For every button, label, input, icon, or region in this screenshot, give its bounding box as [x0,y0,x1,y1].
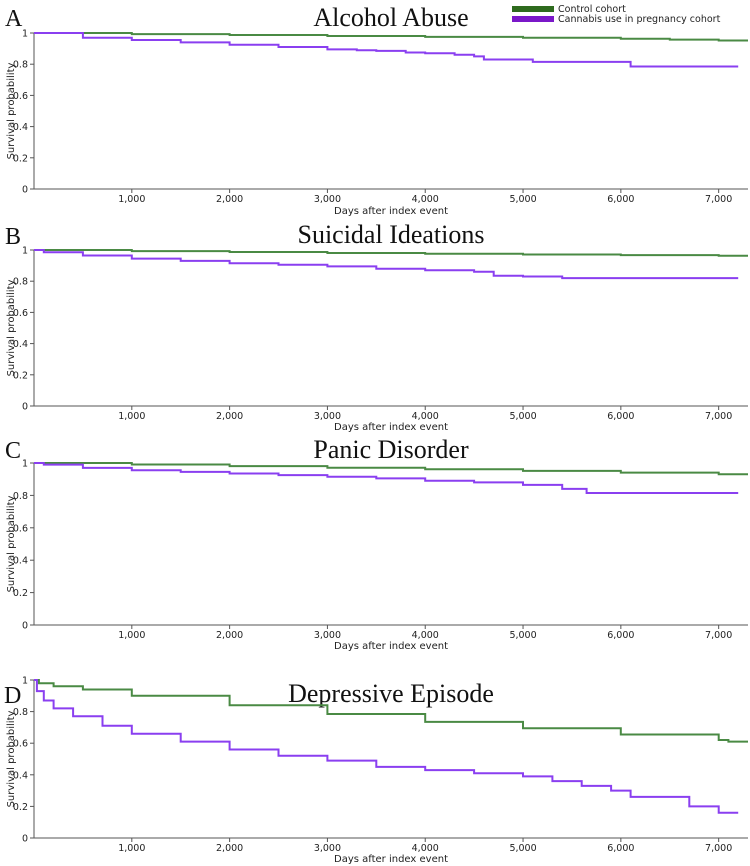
x-tick-label-b: 7,000 [705,411,732,422]
y-tick-label-d: 0.6 [13,739,28,750]
x-tick-label-b: 6,000 [607,411,634,422]
series-line-control-d [34,679,748,743]
x-tick-label-c: 4,000 [412,630,439,641]
panel-letter-b: B [5,224,21,250]
legend-swatch-cannabis [512,16,554,22]
y-tick-label-a: 0.4 [13,122,28,133]
panel-letter-d: D [4,683,21,709]
y-tick-label-c: 0 [22,621,28,632]
y-axis-label-d: Survival probability [6,710,17,807]
x-tick-label-a: 5,000 [509,194,536,205]
y-tick-label-b: 0.6 [13,308,28,319]
x-tick-label-d: 1,000 [118,843,145,854]
panel-letter-a: A [5,6,23,32]
series-line-control-a [34,32,748,42]
y-tick-label-a: 0.2 [13,153,28,164]
series-line-control-c [34,462,748,476]
y-tick-label-c: 0.2 [13,588,28,599]
y-axis-label-b: Survival probability [6,279,17,376]
y-tick-label-b: 0.8 [13,277,28,288]
panel-title-c: Panic Disorder [313,435,469,464]
x-tick-label-a: 2,000 [216,194,243,205]
y-tick-label-b: 0 [22,402,28,413]
y-tick-label-c: 0.4 [13,556,28,567]
y-axis-label-c: Survival probability [6,495,17,592]
x-tick-label-c: 3,000 [314,630,341,641]
x-axis-label-d: Days after index event [334,854,448,865]
y-tick-label-c: 0.6 [13,523,28,534]
y-tick-label-b: 1 [22,246,28,257]
x-tick-label-c: 6,000 [607,630,634,641]
y-tick-label-a: 0.6 [13,91,28,102]
series-line-cannabis-c [34,462,739,494]
legend: Control cohort Cannabis use in pregnancy… [512,4,721,25]
y-tick-label-d: 1 [22,676,28,687]
y-tick-label-a: 0 [22,185,28,196]
y-tick-label-c: 1 [22,459,28,470]
x-tick-label-b: 4,000 [412,411,439,422]
y-tick-label-a: 0.8 [13,60,28,71]
series-line-control-b [34,249,748,257]
panel-d: D Depressive Episode 0 0.2 0.4 0.6 0.8 1 1,000 2,… [4,676,748,865]
x-tick-label-a: 1,000 [118,194,145,205]
x-tick-label-d: 6,000 [607,843,634,854]
x-tick-label-a: 4,000 [412,194,439,205]
panel-title-d: Depressive Episode [288,679,494,708]
x-axis-label-c: Days after index event [334,641,448,652]
series-line-cannabis-d [34,679,739,814]
y-tick-label-d: 0 [22,834,28,845]
y-tick-label-d: 0.4 [13,770,28,781]
panel-a: A Alcohol Abuse 0 0.2 0.4 0.6 0.8 1 1,000 2,000 3,… [5,3,748,217]
x-tick-label-b: 3,000 [314,411,341,422]
x-tick-label-d: 7,000 [705,843,732,854]
panel-letter-c: C [5,438,21,464]
x-tick-label-b: 5,000 [509,411,536,422]
series-line-cannabis-a [34,32,739,68]
x-tick-label-d: 3,000 [314,843,341,854]
x-tick-label-c: 1,000 [118,630,145,641]
x-tick-label-c: 5,000 [509,630,536,641]
x-tick-label-d: 5,000 [509,843,536,854]
y-tick-label-a: 1 [22,29,28,40]
x-tick-label-d: 4,000 [412,843,439,854]
x-tick-label-a: 7,000 [705,194,732,205]
panel-c: C Panic Disorder 0 0.2 0.4 0.6 0.8 1 1,000 2,000 3… [5,435,748,652]
series-line-cannabis-b [34,249,739,280]
x-axis-label-a: Days after index event [334,206,448,217]
x-tick-label-c: 2,000 [216,630,243,641]
x-tick-label-b: 1,000 [118,411,145,422]
x-tick-label-d: 2,000 [216,843,243,854]
legend-swatch-control [512,6,554,12]
panel-title-a: Alcohol Abuse [313,3,468,32]
panels: A Alcohol Abuse 0 0.2 0.4 0.6 0.8 1 1,000 2,000 3,… [4,3,748,865]
y-tick-label-b: 0.4 [13,339,28,350]
legend-label-cannabis: Cannabis use in pregnancy cohort [558,14,721,25]
y-axis-label-a: Survival probability [6,62,17,159]
x-tick-label-a: 3,000 [314,194,341,205]
legend-label-control: Control cohort [558,4,626,15]
x-axis-label-b: Days after index event [334,422,448,433]
panel-title-b: Suicidal Ideations [297,220,484,249]
y-tick-label-d: 0.8 [13,707,28,718]
panel-b: B Suicidal Ideations 0 0.2 0.4 0.6 0.8 1 1,000 2,… [5,220,748,433]
x-tick-label-c: 7,000 [705,630,732,641]
x-tick-label-a: 6,000 [607,194,634,205]
y-tick-label-c: 0.8 [13,491,28,502]
y-tick-label-d: 0.2 [13,802,28,813]
x-tick-label-b: 2,000 [216,411,243,422]
y-tick-label-b: 0.2 [13,370,28,381]
